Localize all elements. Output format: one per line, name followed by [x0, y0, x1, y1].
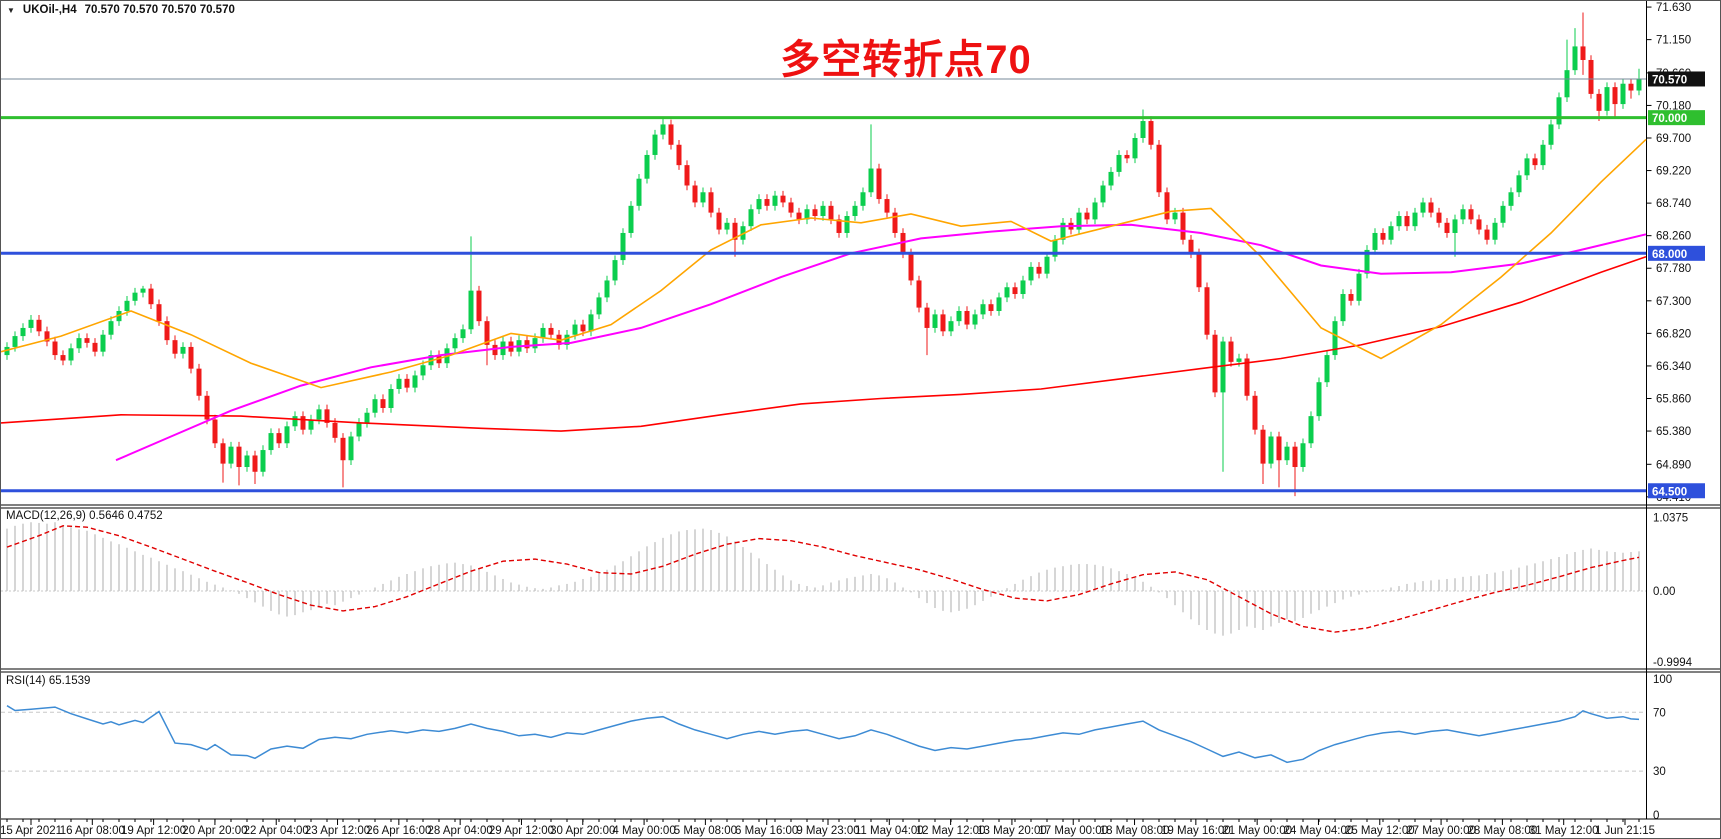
svg-text:19 May 16:00: 19 May 16:00	[1161, 825, 1231, 837]
svg-text:6 May 16:00: 6 May 16:00	[735, 825, 798, 837]
svg-text:15 Apr 2021: 15 Apr 2021	[1, 825, 62, 837]
symbol-period-label: UKOil-,H4	[22, 4, 77, 16]
svg-text:4 May 00:00: 4 May 00:00	[612, 825, 675, 837]
svg-text:23 Apr 12:00: 23 Apr 12:00	[305, 825, 370, 837]
svg-text:25 May 12:00: 25 May 12:00	[1345, 825, 1415, 837]
svg-text:30: 30	[1653, 766, 1666, 778]
svg-text:69.220: 69.220	[1656, 166, 1691, 178]
rsi-line	[6, 705, 1640, 764]
svg-text:28 Apr 04:00: 28 Apr 04:00	[428, 825, 493, 837]
collapse-arrow-icon[interactable]: ▼	[7, 5, 15, 15]
svg-text:70.570: 70.570	[1652, 74, 1687, 86]
chart-annotation-title[interactable]: 多空转折点70	[780, 38, 1032, 82]
svg-text:66.820: 66.820	[1656, 328, 1691, 340]
price-badge-64.500	[1648, 483, 1705, 499]
svg-text:24 May 04:00: 24 May 04:00	[1284, 825, 1354, 837]
svg-text:69.700: 69.700	[1656, 133, 1691, 145]
svg-text:26 Apr 16:00: 26 Apr 16:00	[366, 825, 431, 837]
svg-text:21 May 00:00: 21 May 00:00	[1222, 825, 1292, 837]
svg-text:28 May 08:00: 28 May 08:00	[1468, 825, 1538, 837]
svg-text:70: 70	[1653, 707, 1666, 719]
svg-text:65.860: 65.860	[1656, 393, 1691, 405]
svg-text:71.150: 71.150	[1656, 35, 1691, 47]
svg-text:68.260: 68.260	[1656, 231, 1691, 243]
svg-text:30 Apr 20:00: 30 Apr 20:00	[550, 825, 615, 837]
svg-text:64.890: 64.890	[1656, 459, 1691, 471]
price-badge-70.570	[1648, 71, 1705, 87]
svg-text:9 May 23:00: 9 May 23:00	[796, 825, 859, 837]
svg-text:0: 0	[1653, 810, 1659, 822]
macd-label: MACD(12,26,9) 0.5646 0.4752	[6, 510, 163, 522]
svg-text:70.180: 70.180	[1656, 100, 1691, 112]
svg-text:0.00: 0.00	[1653, 586, 1675, 598]
svg-text:20 Apr 20:00: 20 Apr 20:00	[182, 825, 247, 837]
svg-text:70.000: 70.000	[1652, 113, 1687, 125]
svg-text:13 May 20:00: 13 May 20:00	[977, 825, 1047, 837]
chart-header: ▼ UKOil-,H4 70.570 70.570 70.570 70.570	[7, 4, 235, 16]
svg-text:68.000: 68.000	[1652, 249, 1687, 261]
price-badges: 70.570 70.000 68.000 64.500	[1648, 71, 1705, 499]
svg-text:1 Jun 21:15: 1 Jun 21:15	[1595, 825, 1655, 837]
svg-text:22 Apr 04:00: 22 Apr 04:00	[244, 825, 309, 837]
svg-text:29 Apr 12:00: 29 Apr 12:00	[489, 825, 554, 837]
ma-slow-line	[1, 255, 1647, 432]
price-badge-70.000	[1648, 110, 1705, 126]
svg-text:-0.9994: -0.9994	[1653, 657, 1693, 669]
svg-text:65.380: 65.380	[1656, 426, 1691, 438]
ma-fast-line	[1, 138, 1647, 389]
svg-text:67.300: 67.300	[1656, 296, 1691, 308]
horizontal-lines[interactable]	[1, 78, 1646, 493]
rsi-level-lines	[1, 711, 1646, 772]
price-badge-68.000	[1648, 245, 1705, 261]
svg-text:19 Apr 12:00: 19 Apr 12:00	[121, 825, 186, 837]
svg-text:71.630: 71.630	[1656, 2, 1691, 14]
svg-text:100: 100	[1653, 674, 1672, 686]
svg-text:27 May 00:00: 27 May 00:00	[1406, 825, 1476, 837]
ohlc-values: 70.570 70.570 70.570 70.570	[84, 4, 235, 16]
svg-text:5 May 08:00: 5 May 08:00	[674, 825, 737, 837]
svg-text:68.740: 68.740	[1656, 198, 1691, 210]
svg-text:31 May 12:00: 31 May 12:00	[1529, 825, 1599, 837]
macd-histogram	[6, 522, 1640, 636]
svg-text:16 Apr 08:00: 16 Apr 08:00	[60, 825, 125, 837]
svg-text:64.500: 64.500	[1652, 486, 1687, 498]
rsi-label: RSI(14) 65.1539	[6, 675, 91, 687]
price-axis[interactable]: 71.63071.15070.66070.18069.70069.22068.7…	[1646, 2, 1693, 822]
svg-text:18 May 08:00: 18 May 08:00	[1100, 825, 1170, 837]
svg-text:1.0375: 1.0375	[1653, 512, 1688, 524]
candlesticks	[4, 12, 1642, 497]
svg-text:12 May 12:00: 12 May 12:00	[916, 825, 986, 837]
ma-mid-line	[115, 223, 1647, 462]
macd-signal-line	[6, 525, 1640, 633]
svg-text:66.340: 66.340	[1656, 361, 1691, 373]
svg-text:67.780: 67.780	[1656, 263, 1691, 275]
svg-text:17 May 00:00: 17 May 00:00	[1038, 825, 1108, 837]
svg-text:11 May 04:00: 11 May 04:00	[855, 825, 924, 837]
pane-borders	[1, 1, 1720, 820]
